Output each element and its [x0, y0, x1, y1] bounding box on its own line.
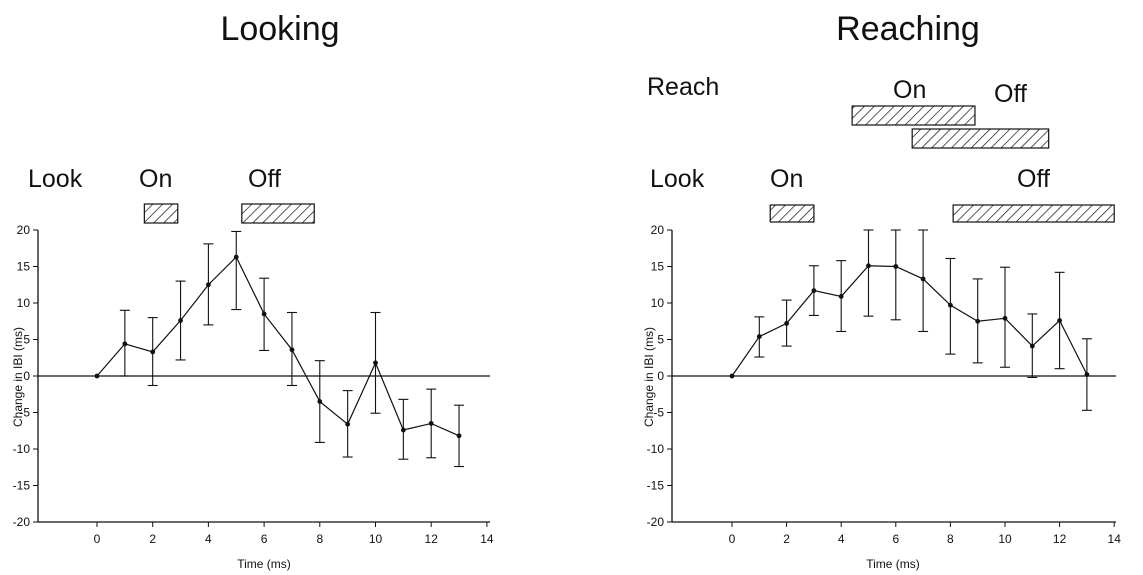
y-tick-label: -5	[653, 406, 664, 420]
data-point	[1002, 315, 1008, 321]
data-point	[756, 334, 762, 339]
y-tick-label: 10	[651, 296, 665, 310]
series-line	[96, 255, 460, 437]
x-tick-label: 10	[998, 532, 1012, 546]
y-tick-label: -20	[13, 515, 31, 529]
x-tick-label: 4	[838, 532, 845, 546]
y-tick-label: -20	[647, 515, 665, 529]
data-point	[233, 254, 239, 260]
x-axis-label: Time (ms)	[866, 557, 920, 571]
data-point	[261, 311, 267, 317]
y-tick-label: 5	[657, 333, 664, 347]
data-point	[1029, 343, 1035, 349]
x-tick-label: 6	[261, 532, 268, 546]
data-point	[289, 347, 295, 353]
y-axis-label: Change in IBI (ms)	[642, 327, 656, 427]
x-tick-label: 0	[729, 532, 736, 546]
event-bar	[241, 203, 315, 224]
data-point	[428, 421, 434, 426]
look-row-label: Look	[650, 165, 705, 193]
data-point	[1084, 372, 1090, 377]
x-tick-label: 8	[947, 532, 954, 546]
reach-row-label: Reach	[647, 73, 719, 101]
reach-on-label: On	[893, 76, 926, 104]
data-point	[975, 318, 981, 324]
x-tick-label: 14	[1108, 532, 1122, 546]
x-tick-label: 8	[316, 532, 323, 546]
data-point	[784, 321, 789, 326]
looking-panel: Looking Look On Off Change in IBI (ms) T…	[11, 10, 494, 571]
look-off-label: Off	[1017, 165, 1050, 193]
event-bar	[911, 128, 1050, 149]
data-point	[866, 263, 871, 269]
data-point	[811, 288, 817, 293]
look-on-label: On	[139, 165, 172, 193]
look-row-label: Look	[28, 165, 83, 193]
reaching-panel: Reaching Reach On Off Look On Off Change…	[642, 10, 1121, 571]
data-point	[838, 294, 844, 299]
data-point	[206, 282, 211, 288]
x-axis-label: Time (ms)	[237, 557, 291, 571]
x-tick-label: 4	[205, 532, 212, 546]
data-point	[122, 341, 128, 347]
plot-area: 20 15 10 5 0 -5 -10 -15 -20 0 2 4 6 8 10 12 14	[13, 203, 494, 546]
event-bar	[769, 204, 815, 223]
x-tick-label: 10	[369, 532, 383, 546]
y-tick-label: -15	[647, 479, 665, 493]
y-tick-label: 20	[17, 223, 31, 237]
x-tick-label: 2	[149, 532, 156, 546]
reach-off-label: Off	[994, 80, 1027, 108]
look-off-label: Off	[248, 165, 281, 193]
data-point	[400, 427, 406, 433]
y-tick-label: 5	[23, 333, 30, 347]
y-tick-label: -15	[13, 479, 31, 493]
data-point	[893, 264, 899, 269]
series-line	[731, 265, 1088, 377]
data-point	[94, 373, 100, 379]
y-tick-label: 0	[657, 369, 664, 383]
y-tick-label: -5	[19, 406, 30, 420]
y-tick-label: -10	[13, 442, 31, 456]
event-bar	[851, 105, 976, 126]
data-point	[920, 276, 926, 282]
data-point	[345, 421, 351, 427]
data-point	[317, 399, 323, 404]
data-point	[948, 302, 953, 308]
chart-title: Looking	[220, 10, 339, 48]
chart-title: Reaching	[836, 10, 980, 48]
data-point	[456, 433, 462, 439]
data-point	[373, 360, 378, 366]
x-tick-label: 14	[480, 532, 494, 546]
y-tick-label: 20	[651, 223, 665, 237]
data-point	[1057, 318, 1062, 323]
y-tick-label: -10	[647, 442, 665, 456]
plot-area: 20 15 10 5 0 -5 -10 -15 -20 0 2 4 6 8 10 12 14	[647, 105, 1122, 546]
x-tick-label: 12	[425, 532, 439, 546]
event-bar	[952, 204, 1115, 223]
data-point	[729, 373, 735, 379]
y-tick-label: 0	[23, 369, 30, 383]
x-tick-label: 12	[1053, 532, 1067, 546]
x-tick-label: 2	[783, 532, 790, 546]
x-tick-label: 0	[94, 532, 101, 546]
look-on-label: On	[770, 165, 803, 193]
y-tick-label: 15	[651, 260, 665, 274]
y-axis-label: Change in IBI (ms)	[11, 327, 25, 427]
y-tick-label: 15	[17, 260, 31, 274]
y-tick-label: 10	[17, 296, 31, 310]
event-bar	[143, 203, 179, 224]
data-point	[150, 349, 156, 355]
data-point	[178, 318, 183, 323]
x-tick-label: 6	[892, 532, 899, 546]
